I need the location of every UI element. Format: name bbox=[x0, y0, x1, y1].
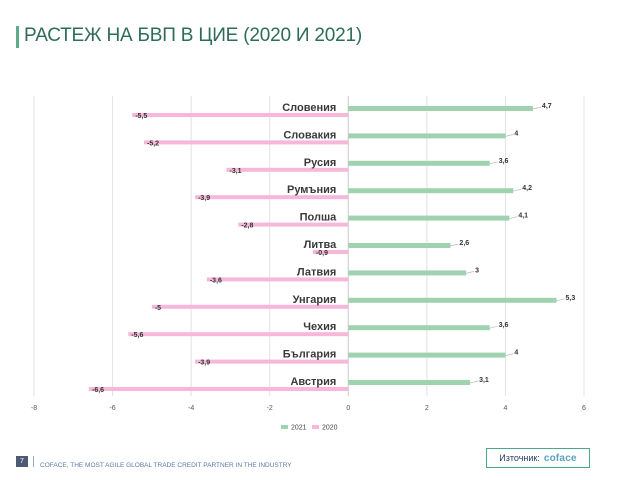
value-label-2021: 3,6 bbox=[499, 158, 509, 165]
bar-2021 bbox=[348, 352, 506, 358]
value-label-2020: -3,1 bbox=[230, 168, 242, 175]
value-label-2020: -6,6 bbox=[92, 387, 104, 394]
bar-2020 bbox=[312, 250, 349, 254]
legend-swatch-2021 bbox=[281, 425, 288, 429]
bar-2021 bbox=[348, 380, 471, 385]
category-label: Румъния bbox=[287, 184, 336, 196]
leader-2021 bbox=[532, 106, 542, 110]
x-tick-label: 6 bbox=[582, 405, 586, 412]
value-label-2021: 4 bbox=[514, 350, 518, 357]
value-label-2021: 4,2 bbox=[522, 185, 532, 192]
bar-2020 bbox=[144, 140, 349, 145]
leader-2021 bbox=[466, 271, 475, 274]
category-label: Латвия bbox=[297, 266, 336, 278]
x-tick-label: -4 bbox=[188, 405, 194, 412]
value-label-2021: 3,1 bbox=[479, 377, 489, 384]
value-label-2021: 4 bbox=[514, 130, 518, 137]
value-label-2021: 3,6 bbox=[499, 322, 509, 329]
value-label-2020: -5,2 bbox=[147, 140, 159, 147]
leader-2021 bbox=[505, 134, 514, 137]
page-title: РАСТЕЖ НА БВП В ЦИЕ (2020 И 2021) bbox=[24, 25, 363, 46]
bar-2020 bbox=[238, 222, 349, 227]
bar-2021 bbox=[348, 297, 557, 303]
leader-2021 bbox=[489, 325, 498, 329]
page-number: 7 bbox=[16, 456, 28, 467]
leader-2021 bbox=[505, 353, 514, 356]
value-label-2021: 4,1 bbox=[518, 213, 528, 220]
value-label-2020: -3,6 bbox=[210, 277, 222, 284]
leader-2021 bbox=[556, 298, 565, 302]
source-label: Източник: bbox=[499, 453, 540, 463]
category-label: Словакия bbox=[283, 129, 336, 141]
bar-2020 bbox=[195, 195, 349, 200]
value-label-2021: 3 bbox=[475, 267, 479, 274]
bar-2020 bbox=[128, 332, 349, 337]
x-tick-label: -8 bbox=[31, 405, 37, 412]
x-tick-label: 2 bbox=[425, 405, 429, 412]
legend-label-2020: 2020 bbox=[322, 425, 338, 432]
leader-2021 bbox=[509, 216, 518, 219]
x-tick-label: 4 bbox=[503, 405, 507, 412]
category-label: Унгария bbox=[293, 294, 337, 306]
value-label-2021: 5,3 bbox=[566, 295, 576, 302]
value-label-2020: -3,9 bbox=[198, 360, 210, 367]
bar-2021 bbox=[348, 133, 506, 139]
bar-2020 bbox=[151, 304, 349, 309]
category-label: Австрия bbox=[290, 376, 336, 388]
bar-2020 bbox=[89, 387, 349, 391]
bar-2020 bbox=[132, 113, 349, 117]
value-label-2021: 2,6 bbox=[459, 240, 469, 247]
leader-2021 bbox=[513, 188, 522, 192]
bar-2020 bbox=[195, 359, 349, 364]
bar-2021 bbox=[348, 188, 514, 194]
legend-label-2021: 2021 bbox=[291, 425, 307, 432]
legend-swatch-2020 bbox=[312, 425, 319, 429]
category-label: Русия bbox=[304, 157, 336, 169]
x-tick-label: 0 bbox=[346, 405, 350, 412]
footer-divider bbox=[33, 456, 34, 467]
leader-2021 bbox=[489, 161, 498, 165]
value-label-2020: -0,9 bbox=[316, 250, 328, 257]
title-accent-bar bbox=[16, 26, 19, 48]
value-label-2020: -5,6 bbox=[131, 332, 143, 339]
bar-2021 bbox=[348, 243, 451, 248]
leader-2021 bbox=[450, 243, 459, 247]
bar-2021 bbox=[348, 215, 510, 221]
value-label-2021: 4,7 bbox=[542, 103, 552, 110]
footer-tagline: COFACE, THE MOST AGILE GLOBAL TRADE CRED… bbox=[40, 462, 292, 469]
category-label: Словения bbox=[282, 102, 336, 114]
value-label-2020: -2,8 bbox=[241, 223, 253, 230]
x-tick-label: -2 bbox=[267, 405, 273, 412]
bar-2021 bbox=[348, 270, 467, 276]
value-label-2020: -5 bbox=[155, 305, 161, 312]
bar-2021 bbox=[348, 325, 490, 331]
category-label: Литва bbox=[304, 239, 337, 251]
category-label: България bbox=[283, 349, 337, 361]
bar-2020 bbox=[226, 167, 349, 172]
category-label: Полша bbox=[300, 212, 338, 224]
bar-2021 bbox=[348, 160, 490, 166]
x-tick-label: -6 bbox=[109, 405, 115, 412]
leader-2021 bbox=[469, 380, 479, 384]
category-label: Чехия bbox=[303, 321, 336, 333]
coface-logo: coface bbox=[543, 452, 577, 464]
bar-2020 bbox=[206, 277, 349, 282]
value-label-2020: -3,9 bbox=[198, 195, 210, 202]
source-box: Източник: coface bbox=[486, 448, 590, 468]
bar-2021 bbox=[348, 106, 533, 111]
value-label-2020: -5,5 bbox=[135, 113, 147, 120]
